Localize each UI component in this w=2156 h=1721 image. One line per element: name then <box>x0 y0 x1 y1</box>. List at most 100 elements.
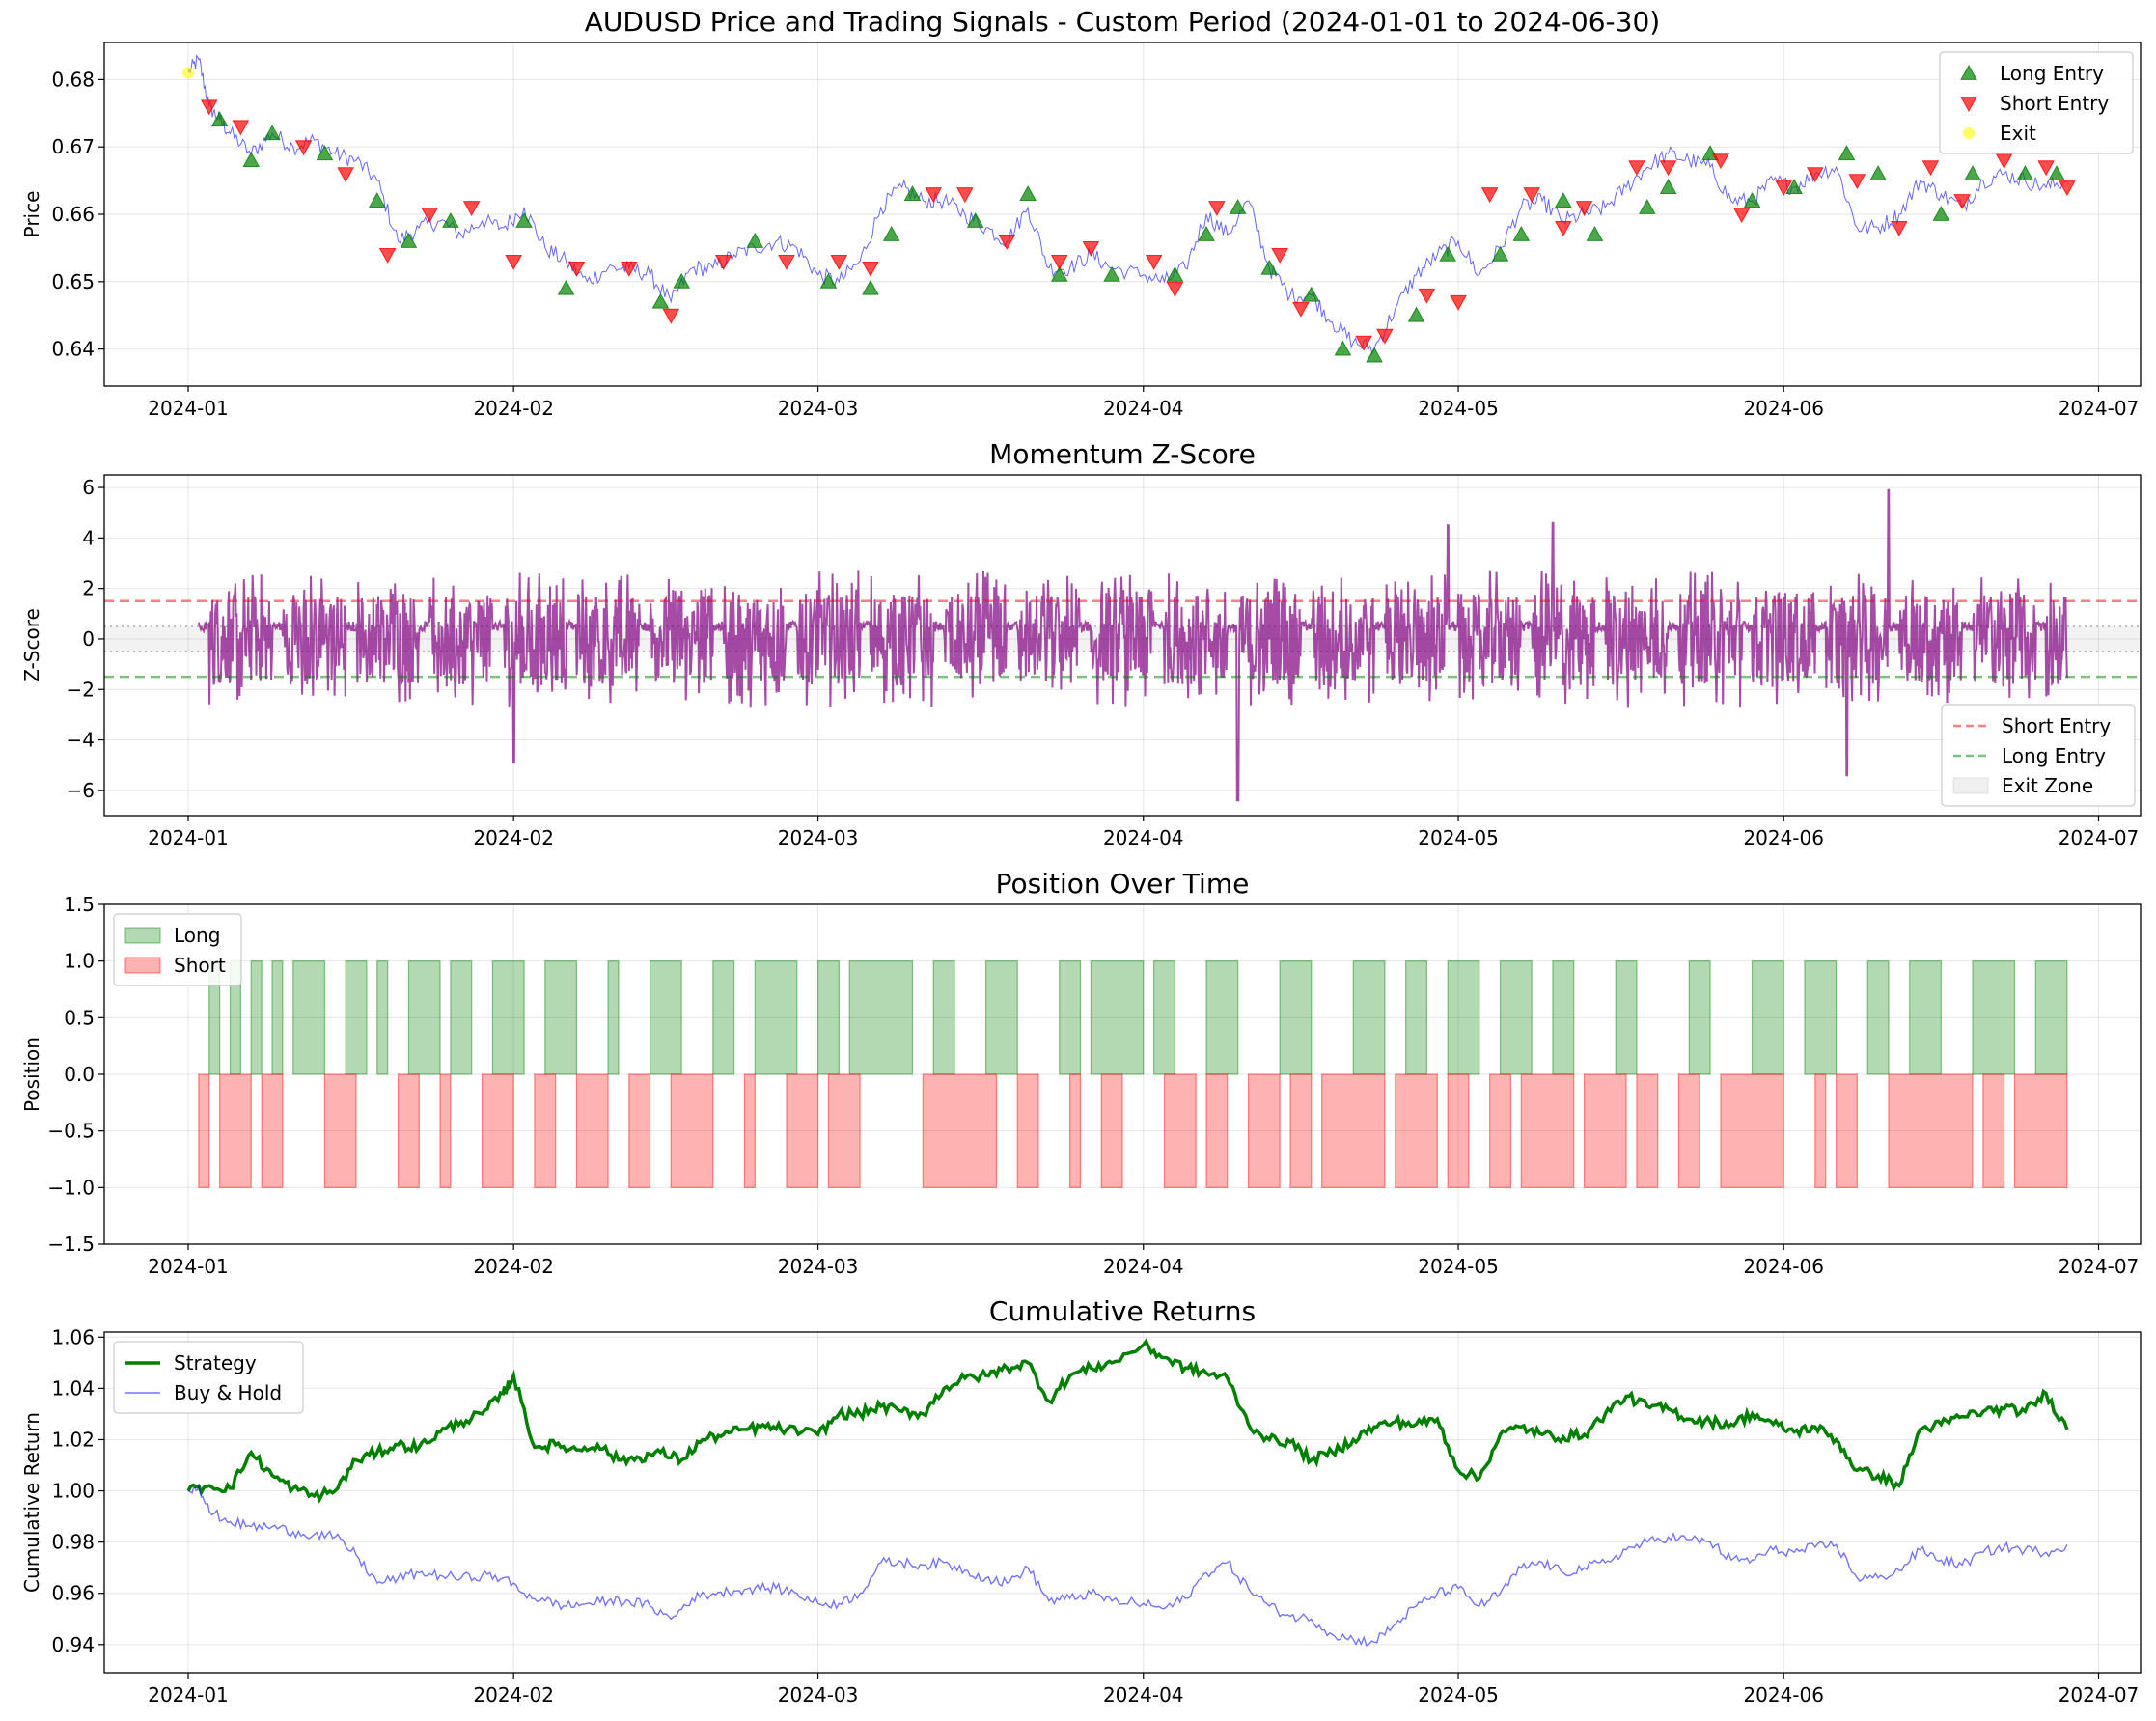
short-position-area <box>1489 1073 1512 1188</box>
short-position-area <box>1289 1073 1313 1188</box>
short-entry-marker <box>1732 208 1751 224</box>
short-entry-marker <box>1848 174 1866 190</box>
long-entry-marker <box>2048 165 2065 181</box>
long-entry-marker <box>316 145 334 161</box>
long-position-area <box>491 960 525 1075</box>
short-entry-marker <box>620 261 638 277</box>
legend <box>113 1341 304 1414</box>
short-position-area <box>1069 1073 1082 1188</box>
short-entry-marker <box>1480 187 1499 204</box>
y-tick-label: −0.5 <box>47 1120 95 1143</box>
legend-label: Long <box>174 924 220 947</box>
x-tick-label: 2024-01 <box>148 1255 229 1278</box>
x-tick-label: 2024-03 <box>778 1255 859 1278</box>
legend-short-icon <box>124 957 161 974</box>
y-tick-label: 0.67 <box>51 135 95 158</box>
long-position-area <box>1059 960 1082 1075</box>
x-tick-label: 2024-07 <box>2059 397 2140 420</box>
panel-title: Cumulative Returns <box>989 1295 1256 1327</box>
short-entry-marker <box>1712 153 1729 170</box>
legend-short-entry-icon <box>1960 97 1977 113</box>
long-entry-marker <box>1103 265 1120 282</box>
long-entry-marker <box>557 279 575 295</box>
long-position-area <box>1352 960 1386 1075</box>
y-tick-label: 0.5 <box>64 1006 95 1029</box>
short-entry-marker <box>1953 194 1971 210</box>
position-panel: Position Over Time Position 2024-01 2024-02… <box>20 868 2142 1278</box>
long-entry-marker <box>882 225 900 241</box>
short-entry-marker <box>294 140 313 156</box>
y-tick-label: 4 <box>82 526 95 549</box>
x-tick-label: 2024-03 <box>778 826 859 849</box>
short-position-area <box>922 1073 998 1188</box>
x-tick-label: 2024-04 <box>1103 397 1184 420</box>
long-position-area <box>649 960 682 1075</box>
long-entry-marker <box>442 211 459 228</box>
y-tick-label: 1.00 <box>51 1480 95 1503</box>
short-entry-marker <box>956 187 974 204</box>
long-position-area <box>607 960 620 1075</box>
legend-exit-zone-icon <box>1952 777 1989 794</box>
y-tick-label: 2 <box>82 577 95 600</box>
long-entry-marker <box>1229 198 1247 214</box>
x-tick-label: 2024-05 <box>1418 397 1499 420</box>
long-position-area <box>985 960 1018 1075</box>
long-entry-marker <box>1964 165 1981 181</box>
long-entry-marker <box>1554 192 1572 208</box>
short-position-area <box>2013 1073 2068 1188</box>
long-entry-marker <box>1586 225 1604 241</box>
legend-exit-icon <box>1963 127 1975 139</box>
short-position-area <box>575 1073 609 1188</box>
x-tick-label: 2024-01 <box>148 1683 229 1707</box>
long-entry-marker <box>819 272 838 289</box>
y-tick-label: 0.96 <box>51 1582 95 1605</box>
x-tick-label: 2024-07 <box>2059 1683 2140 1707</box>
legend-long-entry-icon <box>1960 64 1977 80</box>
short-entry-marker <box>1082 241 1100 257</box>
y-tick-label: 0.66 <box>51 203 95 226</box>
long-position-area <box>376 960 389 1075</box>
strategy-line <box>186 1338 2069 1504</box>
buy-hold-line <box>187 1483 2068 1647</box>
x-tick-label: 2024-05 <box>1418 826 1499 849</box>
legend-label: Strategy <box>174 1351 257 1374</box>
y-tick-label: −1.0 <box>47 1176 95 1199</box>
long-entry-marker <box>966 211 984 228</box>
long-position-area <box>407 960 441 1075</box>
short-position-area <box>743 1073 756 1188</box>
short-entry-marker <box>714 254 732 270</box>
short-position-area <box>1520 1073 1575 1188</box>
price-panel: AUDUSD Price and Trading Signals - Custo… <box>20 6 2142 420</box>
short-entry-marker <box>862 261 879 277</box>
short-entry-marker <box>1355 335 1373 351</box>
y-tick-label: 1.04 <box>51 1376 95 1400</box>
short-position-area <box>1677 1073 1700 1188</box>
short-position-area <box>1100 1073 1123 1188</box>
plot-frame <box>103 1331 2142 1674</box>
legend-label: Long Entry <box>2002 744 2106 767</box>
long-position-area <box>1972 960 2016 1075</box>
x-tick-label: 2024-02 <box>473 1255 554 1278</box>
y-tick-label: 1.0 <box>64 950 95 973</box>
x-tick-label: 2024-02 <box>473 826 554 849</box>
short-position-area <box>1720 1073 1784 1188</box>
long-entry-marker <box>1932 205 1950 221</box>
long-position-area <box>1552 960 1575 1075</box>
long-position-area <box>271 960 284 1075</box>
short-entry-marker <box>1450 294 1467 311</box>
short-entry-marker <box>1628 160 1645 177</box>
long-entry-marker <box>1366 347 1383 363</box>
long-position-area <box>932 960 955 1075</box>
short-entry-marker <box>1166 281 1184 297</box>
legend-label: Short Entry <box>2002 714 2111 737</box>
long-entry-marker <box>1785 179 1803 194</box>
y-tick-label: 0.65 <box>51 270 95 293</box>
plot-frame <box>103 42 2142 387</box>
exit-marker <box>182 67 195 79</box>
short-entry-marker <box>662 308 680 324</box>
legend-label: Short Entry <box>2000 92 2109 115</box>
legend-label: Buy & Hold <box>174 1381 282 1404</box>
short-position-area <box>1636 1073 1659 1188</box>
x-tick-label: 2024-02 <box>473 397 554 420</box>
